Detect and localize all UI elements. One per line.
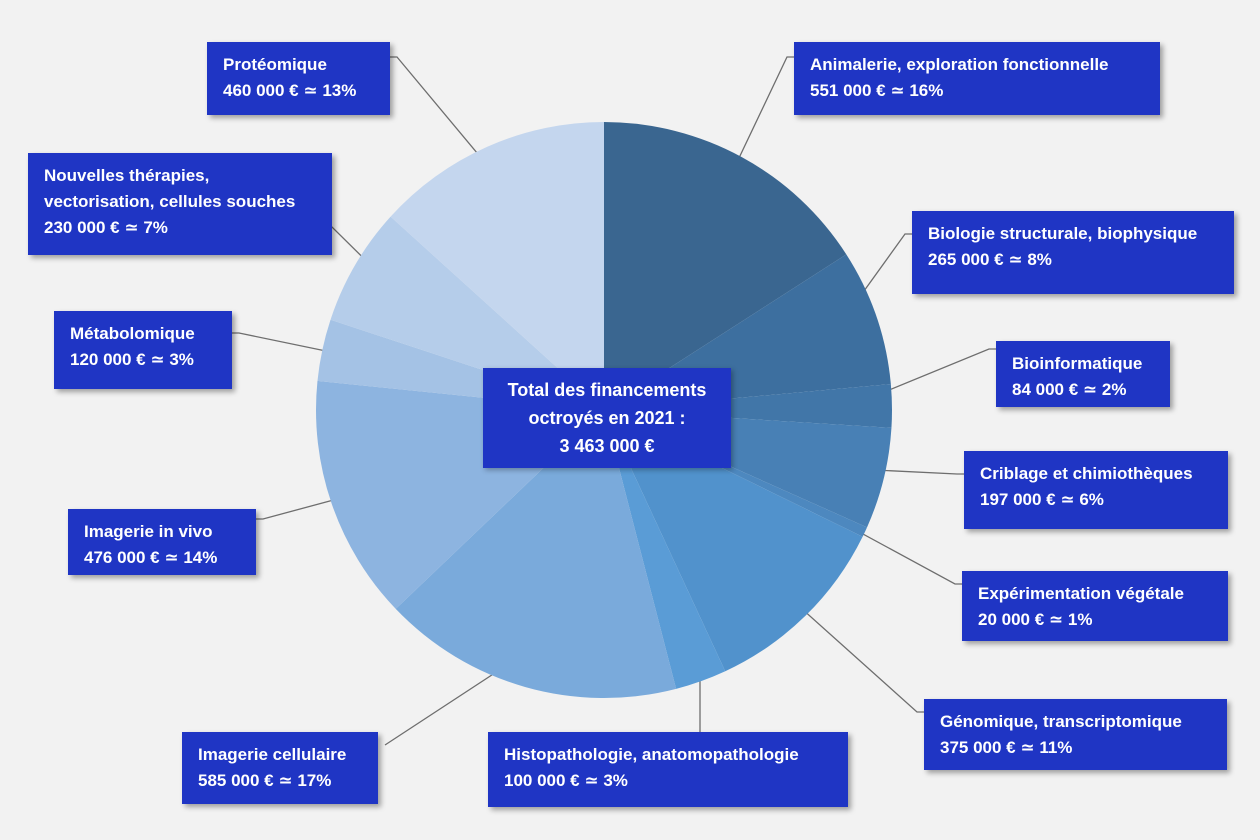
label-metabolomique: Métabolomique 120 000 € ≃ 3% xyxy=(54,311,232,389)
slice-value: 120 000 € ≃ 3% xyxy=(70,350,194,369)
leader-line-experimentation-vegetale xyxy=(825,513,962,585)
leader-line-genomique-transcriptomique xyxy=(774,584,924,713)
slice-title: Nouvelles thérapies, xyxy=(44,166,210,185)
slice-genomique-transcriptomique xyxy=(604,410,863,672)
slice-proteomique xyxy=(390,122,604,410)
label-experimentation-vegetale: Expérimentation végétale 20 000 € ≃ 1% xyxy=(962,571,1228,641)
slice-title: vectorisation, cellules souches xyxy=(44,192,296,211)
leader-line-proteomique xyxy=(390,56,506,187)
label-imagerie-in-vivo: Imagerie in vivo 476 000 € ≃ 14% xyxy=(68,509,256,575)
total-funding-label: Total des financements octroyés en 2021 … xyxy=(483,368,731,468)
slice-value: 476 000 € ≃ 14% xyxy=(84,548,218,567)
slice-value: 375 000 € ≃ 11% xyxy=(940,738,1073,757)
label-histopathologie-anatomopathologie: Histopathologie, anatomopathologie 100 00… xyxy=(488,732,848,807)
leader-line-animalerie-exploration-fonctionnelle xyxy=(720,56,794,196)
slice-value: 230 000 € ≃ 7% xyxy=(44,218,168,237)
slice-bioinformatique xyxy=(604,384,893,428)
slice-imagerie-cellulaire xyxy=(395,410,677,698)
slice-title: Imagerie in vivo xyxy=(84,522,213,541)
slice-title: Métabolomique xyxy=(70,324,195,343)
slice-title: Expérimentation végétale xyxy=(978,584,1184,603)
slice-value: 20 000 € ≃ 1% xyxy=(978,610,1093,629)
slice-value: 551 000 € ≃ 16% xyxy=(810,81,944,100)
slice-title: Imagerie cellulaire xyxy=(198,745,347,764)
slice-nouvelles-therapies-vectorisation-cellules-souches xyxy=(330,216,604,410)
label-bioinformatique: Bioinformatique 84 000 € ≃ 2% xyxy=(996,341,1170,407)
label-biologie-structurale-biophysique: Biologie structurale, biophysique 265 000… xyxy=(912,211,1234,294)
slice-value: 460 000 € ≃ 13% xyxy=(223,81,357,100)
label-nouvelles-therapies-vectorisation-cellules-souches: Nouvelles thérapies, vectorisation, cellu… xyxy=(28,153,332,255)
slice-title: Criblage et chimiothèques xyxy=(980,464,1193,483)
slice-value: 100 000 € ≃ 3% xyxy=(504,771,628,790)
slice-histopathologie-anatomopathologie xyxy=(604,410,726,689)
slice-title: Biologie structurale, biophysique xyxy=(928,224,1198,243)
slice-title: Génomique, transcriptomique xyxy=(940,712,1182,731)
leader-line-bioinformatique xyxy=(848,348,996,408)
label-genomique-transcriptomique: Génomique, transcriptomique 375 000 € ≃ 1… xyxy=(924,699,1227,770)
label-imagerie-cellulaire: Imagerie cellulaire 585 000 € ≃ 17% xyxy=(182,732,378,804)
total-line-2: octroyés en 2021 : xyxy=(528,408,686,428)
slice-value: 585 000 € ≃ 17% xyxy=(198,771,332,790)
slice-title: Bioinformatique xyxy=(1012,354,1143,373)
slice-value: 197 000 € ≃ 6% xyxy=(980,490,1104,509)
label-criblage-et-chimiotheques: Criblage et chimiothèques 197 000 € ≃ 6% xyxy=(964,451,1228,529)
slice-title: Protéomique xyxy=(223,55,327,74)
total-value: 3 463 000 € xyxy=(559,436,655,456)
slice-title: Animalerie, exploration fonctionnelle xyxy=(810,55,1109,74)
slice-title: Histopathologie, anatomopathologie xyxy=(504,745,799,764)
slice-animalerie-exploration-fonctionnelle xyxy=(604,122,847,410)
total-line-1: Total des financements xyxy=(507,380,707,400)
label-animalerie-exploration-fonctionnelle: Animalerie, exploration fonctionnelle 551… xyxy=(794,42,1160,115)
label-proteomique: Protéomique 460 000 € ≃ 13% xyxy=(207,42,390,115)
slice-value: 265 000 € ≃ 8% xyxy=(928,250,1052,269)
slice-value: 84 000 € ≃ 2% xyxy=(1012,380,1127,399)
